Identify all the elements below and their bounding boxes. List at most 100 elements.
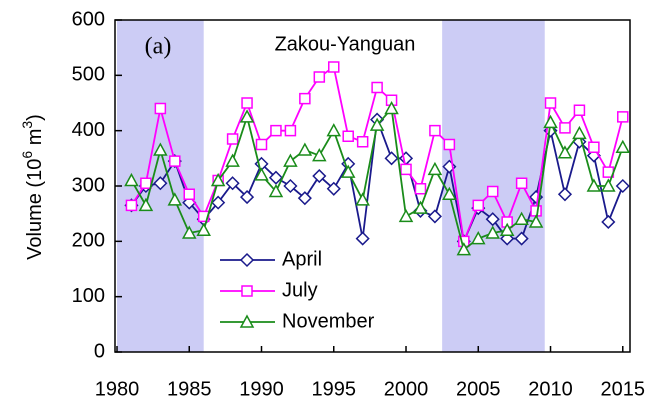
marker	[226, 133, 239, 145]
marker	[268, 183, 284, 198]
marker	[471, 231, 486, 245]
y-tick-label: 600	[72, 8, 105, 30]
x-tick-label: 2010	[528, 378, 573, 400]
marker	[153, 142, 168, 156]
marker	[427, 209, 442, 224]
marker	[413, 200, 428, 214]
annotation: (a)	[145, 34, 172, 60]
marker	[486, 185, 499, 198]
marker	[559, 122, 571, 134]
marker	[371, 81, 383, 94]
marker	[328, 61, 340, 73]
y-label-part: )	[24, 114, 46, 121]
y-label-sup: 3	[19, 121, 35, 129]
marker	[355, 231, 370, 246]
marker	[225, 153, 240, 167]
marker	[241, 97, 253, 109]
y-axis-label: Volume (106 m3)	[19, 114, 47, 260]
marker	[326, 123, 342, 137]
marker	[384, 151, 399, 166]
x-tick-label: 1990	[239, 378, 284, 400]
marker	[601, 178, 616, 192]
marker	[254, 167, 269, 181]
marker	[153, 176, 168, 191]
marker	[326, 181, 341, 196]
marker	[456, 242, 472, 256]
marker	[167, 192, 183, 206]
marker	[530, 205, 542, 217]
marker	[255, 138, 268, 151]
marker	[297, 142, 313, 156]
marker	[340, 164, 356, 178]
marker	[528, 214, 544, 228]
legend-label: April	[282, 248, 322, 270]
marker	[617, 111, 629, 123]
marker	[557, 187, 573, 202]
marker	[125, 199, 138, 212]
chart-title: Zakou-Yanguan	[275, 33, 416, 55]
marker	[384, 100, 399, 115]
y-tick-label: 300	[72, 174, 105, 196]
marker	[211, 195, 226, 210]
marker	[588, 141, 600, 154]
marker	[140, 177, 152, 189]
marker	[268, 170, 284, 185]
marker	[270, 124, 282, 137]
marker	[154, 102, 167, 115]
y-tick-label: 0	[94, 340, 105, 362]
marker	[297, 191, 312, 206]
marker	[241, 285, 253, 297]
x-tick-label: 1980	[95, 378, 140, 400]
marker	[499, 222, 515, 237]
marker	[369, 117, 385, 131]
marker	[356, 135, 369, 148]
marker	[514, 211, 529, 225]
x-tick-label: 1985	[167, 378, 212, 400]
marker	[601, 214, 616, 230]
x-tick-label: 2015	[601, 378, 646, 400]
marker	[124, 172, 139, 187]
marker	[398, 208, 414, 223]
y-tick-label: 400	[72, 119, 105, 141]
marker	[514, 231, 529, 246]
y-label-part: Volume (10	[24, 159, 46, 260]
marker	[183, 188, 196, 201]
marker	[543, 114, 558, 129]
y-tick-label: 100	[72, 285, 105, 307]
marker	[615, 178, 630, 194]
marker	[586, 178, 602, 192]
marker	[210, 172, 226, 187]
marker	[602, 166, 615, 178]
y-tick-label: 500	[72, 64, 105, 86]
legend-label: July	[282, 279, 318, 301]
marker	[283, 153, 298, 167]
marker	[299, 92, 311, 105]
marker	[544, 97, 557, 109]
marker	[398, 151, 414, 166]
marker	[429, 124, 441, 137]
marker	[181, 225, 197, 239]
marker	[284, 124, 297, 137]
marker	[557, 145, 573, 159]
x-tick-label: 2005	[456, 378, 501, 400]
marker	[485, 225, 500, 239]
marker	[515, 177, 528, 189]
marker	[442, 186, 457, 201]
marker	[472, 199, 485, 212]
marker	[485, 212, 500, 227]
marker	[572, 125, 587, 140]
marker	[355, 192, 370, 206]
marker	[573, 104, 586, 116]
marker	[312, 168, 327, 184]
y-label-sup: 6	[19, 151, 35, 159]
marker	[400, 163, 412, 176]
marker	[225, 176, 240, 191]
marker	[313, 71, 326, 83]
marker	[615, 139, 631, 154]
legend-label: November	[282, 310, 375, 332]
marker	[443, 138, 456, 151]
y-tick-label: 200	[72, 230, 105, 252]
marker	[239, 109, 255, 123]
marker	[283, 178, 298, 194]
